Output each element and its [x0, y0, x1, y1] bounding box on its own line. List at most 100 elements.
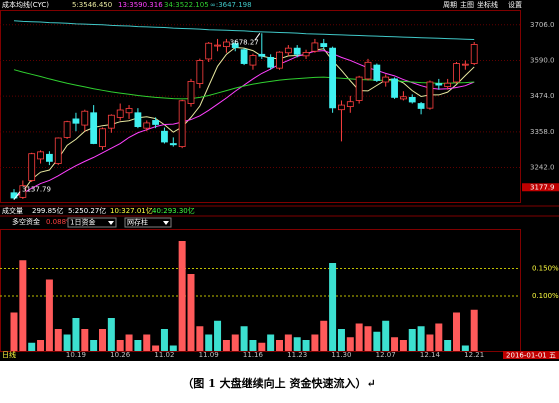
flow-title: 多空资金 — [12, 217, 40, 226]
date-box — [503, 351, 559, 359]
price-marker-box — [522, 183, 559, 192]
period-label[interactable]: 日线 — [2, 350, 16, 359]
flow-bar — [284, 334, 292, 351]
dropdown[interactable] — [67, 217, 117, 228]
candle-body — [338, 104, 345, 111]
candle-body — [426, 81, 434, 109]
candle-body — [63, 121, 71, 138]
flow-bar — [222, 340, 230, 351]
caption: （图 1 大盘继续向上 资金快速流入）↵ — [182, 376, 375, 390]
toolbar-button[interactable]: 设置 — [508, 0, 522, 9]
flow-bar — [37, 340, 45, 351]
candle-body — [90, 112, 98, 144]
x-tick-label: 11.30 — [331, 351, 351, 359]
x-tick-label: 12.07 — [376, 351, 396, 359]
candle-body — [408, 96, 416, 103]
flow-bar — [364, 326, 372, 351]
dropdown-arrow[interactable] — [163, 221, 169, 225]
annotation-arrow — [13, 191, 21, 200]
toolbar-button[interactable]: 坐标线 — [477, 0, 498, 9]
toolbar-button[interactable]: 主图 — [460, 0, 474, 9]
candle-body — [302, 52, 310, 57]
flow-bar — [329, 263, 337, 351]
volume-item: 10:327.01亿 — [110, 206, 153, 215]
flow-bar — [19, 260, 27, 351]
y-tick-label: 0.100% — [532, 292, 559, 300]
flow-bar — [346, 337, 354, 351]
price-panel-frame — [0, 10, 521, 203]
flow-bar — [187, 274, 195, 351]
dropdown-label[interactable]: 网存柱 — [127, 218, 148, 227]
y-tick-label: 0.150% — [532, 265, 559, 273]
candle-body — [28, 153, 36, 181]
flow-bar — [453, 312, 460, 351]
flow-bar — [134, 340, 142, 351]
flow-bar — [125, 334, 133, 351]
candle-body — [399, 96, 407, 100]
flow-bar — [205, 334, 213, 351]
candle-body — [152, 120, 160, 125]
flow-bar — [231, 334, 239, 351]
flow-bar — [116, 340, 124, 351]
candle-body — [435, 83, 443, 86]
candle-body — [249, 55, 257, 66]
dropdown-label[interactable]: 1日资金 — [70, 218, 95, 227]
flow-bar — [320, 320, 328, 351]
legend-entry: 34:3522.105 — [164, 1, 209, 9]
flow-bar — [435, 323, 443, 351]
flow-bar — [373, 331, 381, 351]
candle-body — [54, 137, 62, 164]
toolbar-button[interactable]: 周期 — [443, 1, 457, 9]
volume-item: 299.85亿 — [32, 206, 64, 215]
x-tick-label: 11.23 — [287, 351, 307, 359]
flow-value: 0.088% — [46, 218, 73, 226]
y-tick-label: 3474.0 — [530, 92, 555, 100]
flow-bar — [28, 342, 36, 351]
flow-bar — [293, 337, 301, 351]
volume-item: 40:293.30亿 — [152, 206, 195, 215]
flow-bar — [169, 345, 177, 351]
low-annotation: 3137.79 — [22, 186, 51, 194]
candle-body — [267, 56, 275, 68]
flow-bar — [408, 329, 416, 351]
candle-body — [196, 60, 204, 84]
flow-bar — [276, 340, 283, 351]
flow-bar — [45, 279, 53, 351]
x-tick-label: 11.09 — [199, 351, 219, 359]
candle-body — [329, 47, 337, 109]
x-tick-label: 12.14 — [420, 351, 441, 359]
candle-body — [46, 153, 53, 162]
candle-body — [276, 51, 283, 69]
flow-bar — [461, 345, 469, 351]
dropdown[interactable] — [124, 217, 172, 228]
candle-body — [125, 108, 133, 114]
candle-body — [284, 47, 292, 54]
candle-body — [205, 42, 213, 60]
legend-entry: ∞:3647.198 — [210, 1, 252, 9]
y-tick-label: 3590.0 — [530, 56, 555, 64]
flow-bar — [63, 334, 71, 351]
candle-body — [453, 63, 460, 83]
dropdown-arrow[interactable] — [108, 221, 114, 225]
flow-bar — [258, 342, 266, 351]
flow-bar — [311, 334, 319, 351]
candle-body — [364, 61, 372, 80]
flow-bar — [240, 326, 248, 351]
flow-bar — [160, 329, 168, 351]
candle-body — [391, 78, 398, 98]
flow-bar — [152, 345, 160, 351]
candle-body — [169, 143, 177, 146]
candle-body — [311, 42, 319, 52]
candle-body — [470, 44, 478, 64]
flow-bar — [214, 320, 222, 351]
flow-bar — [99, 329, 106, 351]
flow-bar — [337, 329, 345, 351]
flow-bar — [267, 334, 275, 351]
volume-title: 成交量 — [2, 206, 23, 215]
flow-bar — [426, 334, 434, 351]
x-tick-label: 11.16 — [243, 351, 264, 359]
flow-bar — [54, 329, 62, 351]
flow-bar — [382, 320, 390, 351]
candle-body — [355, 76, 363, 101]
flow-bar — [399, 340, 407, 351]
